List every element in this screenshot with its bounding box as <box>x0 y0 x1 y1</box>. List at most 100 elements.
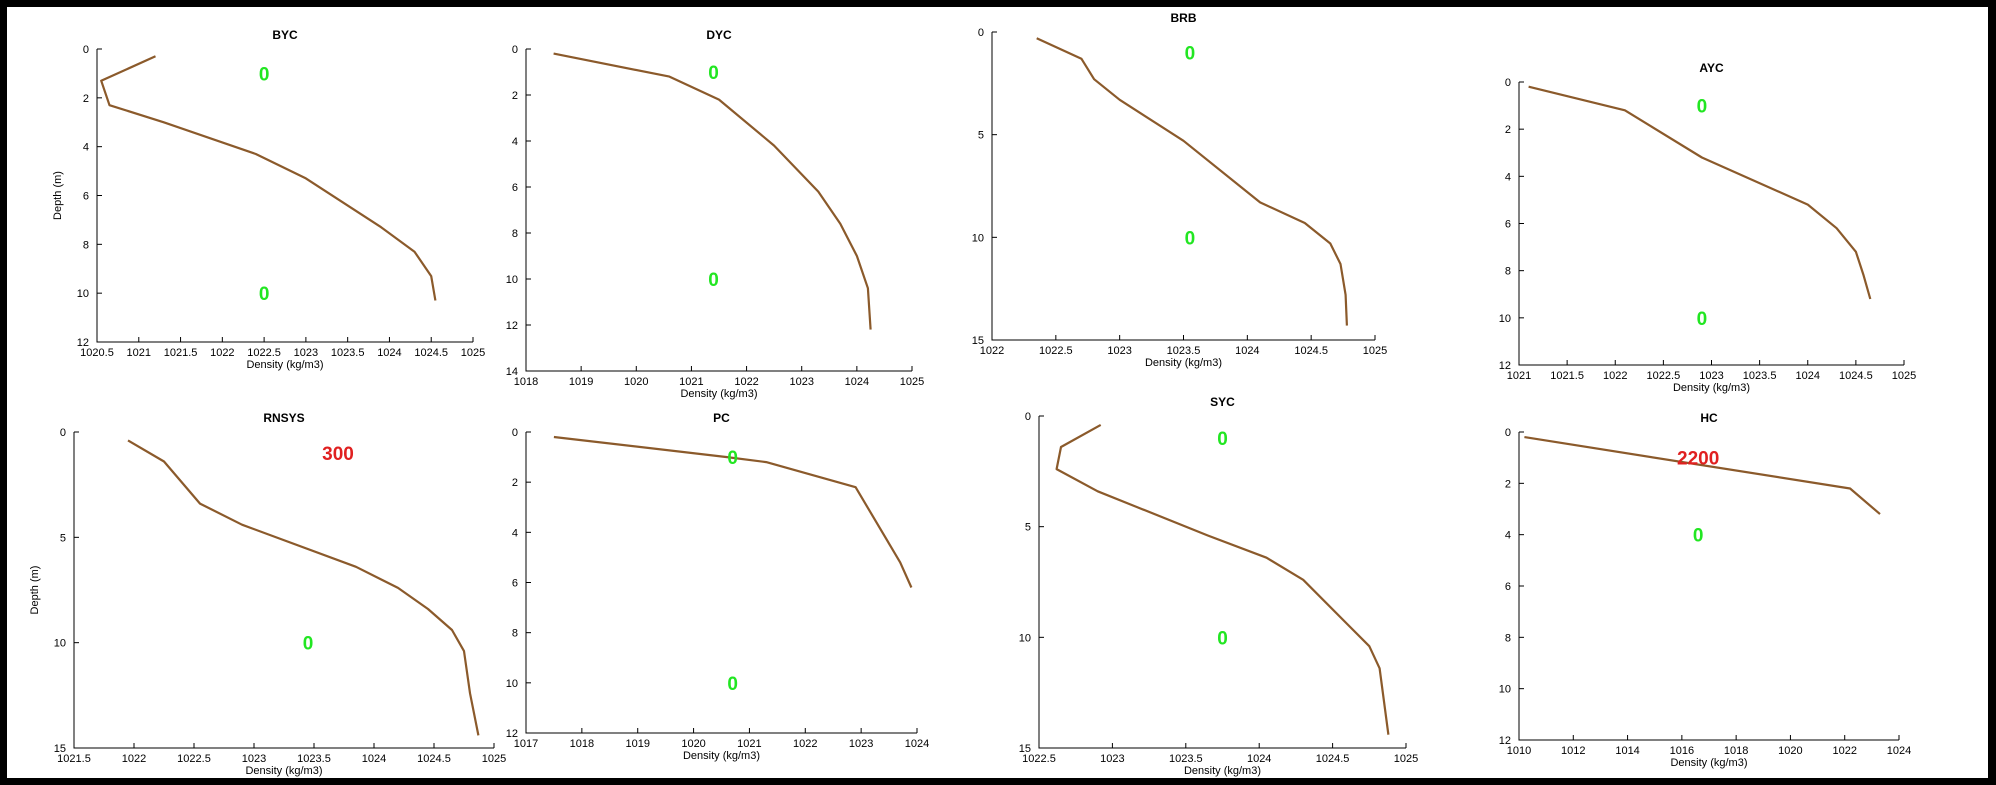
x-axis-label: Density (kg/m3) <box>245 765 322 777</box>
count-annotation: 0 <box>727 674 738 695</box>
x-tick-label: 1022 <box>980 345 1004 357</box>
y-tick-label: 12 <box>506 320 518 332</box>
x-tick-label: 1023 <box>1699 370 1723 382</box>
density-profile-line <box>100 55 437 301</box>
x-tick-label: 1021 <box>737 738 761 750</box>
x-tick-label: 1010 <box>1507 745 1531 757</box>
x-tick-label: 1023.5 <box>297 753 331 765</box>
x-tick-label: 1024.5 <box>1294 345 1328 357</box>
y-tick-label: 10 <box>1019 632 1031 644</box>
x-tick-label: 1014 <box>1615 745 1639 757</box>
x-tick-label: 1024 <box>1887 745 1911 757</box>
axes <box>1518 432 1899 741</box>
y-tick-label: 15 <box>1019 743 1031 755</box>
density-profile-line <box>127 439 480 736</box>
x-tick-label: 1022 <box>210 347 234 359</box>
x-axis-label: Density (kg/m3) <box>680 388 757 400</box>
chart-byc: 1020.5 1021 1021.5 1022 1022.5 1023 1023.5 1024… <box>52 28 485 371</box>
density-profile-line <box>1528 85 1872 300</box>
y-tick-label: 5 <box>1025 522 1031 534</box>
x-tick-label: 1021.5 <box>57 753 91 765</box>
x-tick-label: 1024 <box>1235 345 1259 357</box>
count-annotation: 2200 <box>1677 449 1719 470</box>
chart-title: RNSYS <box>263 411 304 425</box>
x-tick-label: 1018 <box>514 376 538 388</box>
x-tick-label: 1023.5 <box>1743 370 1777 382</box>
x-tick-label: 1023 <box>1107 345 1131 357</box>
y-tick-label: 12 <box>1499 735 1511 747</box>
axes <box>96 49 473 343</box>
y-tick-label: 0 <box>60 427 66 439</box>
y-tick-label: 15 <box>54 743 66 755</box>
y-tick-label: 10 <box>54 638 66 650</box>
y-tick-label: 4 <box>512 136 518 148</box>
x-axis-label: Density (kg/m3) <box>1673 382 1750 394</box>
x-tick-label: 1020 <box>1778 745 1802 757</box>
chart-title: AYC <box>1699 61 1724 75</box>
y-tick-label: 5 <box>60 532 66 544</box>
x-tick-label: 1021 <box>127 347 151 359</box>
x-tick-label: 1024.5 <box>414 347 448 359</box>
x-tick-label: 1022.5 <box>1647 370 1681 382</box>
y-tick-label: 4 <box>1505 171 1511 183</box>
x-tick-label: 1021 <box>1507 370 1531 382</box>
y-tick-label: 6 <box>512 182 518 194</box>
chart-title: HC <box>1700 411 1718 425</box>
x-tick-label: 1012 <box>1561 745 1585 757</box>
count-annotation: 0 <box>303 634 314 655</box>
y-tick-label: 6 <box>1505 219 1511 231</box>
count-annotation: 0 <box>1693 526 1704 547</box>
x-tick-label: 1023.5 <box>1167 345 1201 357</box>
y-tick-label: 10 <box>1499 684 1511 696</box>
y-tick-label: 0 <box>512 44 518 56</box>
y-tick-label: 0 <box>1505 77 1511 89</box>
count-annotation: 0 <box>708 63 719 84</box>
y-axis-label: Depth (m) <box>52 171 64 220</box>
y-tick-label: 12 <box>1499 360 1511 372</box>
x-tick-label: 1024 <box>1796 370 1820 382</box>
chart-title: DYC <box>706 28 732 42</box>
count-annotation: 0 <box>1185 44 1196 65</box>
x-tick-label: 1020 <box>624 376 648 388</box>
x-tick-label: 1022.5 <box>1039 345 1073 357</box>
x-tick-label: 1021.5 <box>1550 370 1584 382</box>
y-tick-label: 2 <box>512 90 518 102</box>
y-axis-label: Depth (m) <box>29 566 41 615</box>
axes <box>525 49 912 372</box>
chart-title: PC <box>713 411 730 425</box>
x-tick-label: 1024 <box>1247 753 1271 765</box>
chart-title: SYC <box>1210 395 1235 409</box>
chart-title: BYC <box>272 28 298 42</box>
count-annotation: 0 <box>1185 228 1196 249</box>
x-tick-label: 1025 <box>1394 753 1418 765</box>
x-tick-label: 1022.5 <box>247 347 281 359</box>
x-tick-label: 1025 <box>1892 370 1916 382</box>
axes <box>73 432 494 749</box>
x-tick-label: 1025 <box>461 347 485 359</box>
y-tick-label: 5 <box>978 130 984 142</box>
y-tick-label: 4 <box>1505 530 1511 542</box>
y-tick-label: 8 <box>83 239 89 251</box>
chart-rnsys: 1021.5 1022 1022.5 1023 1023.5 1024 1024.5 1025… <box>29 411 506 777</box>
x-tick-label: 1025 <box>1363 345 1387 357</box>
x-tick-label: 1017 <box>514 738 538 750</box>
count-annotation: 300 <box>322 444 354 465</box>
x-tick-label: 1022 <box>793 738 817 750</box>
x-tick-label: 1023 <box>849 738 873 750</box>
x-tick-label: 1022.5 <box>177 753 211 765</box>
count-annotation: 0 <box>727 448 738 469</box>
y-tick-label: 8 <box>512 228 518 240</box>
figure-frame: 1020.5 1021 1021.5 1022 1022.5 1023 1023.5 1024… <box>7 7 1988 778</box>
y-tick-label: 12 <box>77 337 89 349</box>
x-tick-label: 1018 <box>570 738 594 750</box>
y-tick-label: 8 <box>1505 266 1511 278</box>
axes <box>525 432 917 734</box>
y-tick-label: 4 <box>83 142 89 154</box>
x-tick-label: 1023 <box>294 347 318 359</box>
y-tick-label: 0 <box>83 44 89 56</box>
y-tick-label: 0 <box>512 427 518 439</box>
y-tick-label: 0 <box>978 27 984 39</box>
y-tick-label: 15 <box>972 335 984 347</box>
x-tick-label: 1025 <box>482 753 506 765</box>
x-tick-label: 1021 <box>679 376 703 388</box>
